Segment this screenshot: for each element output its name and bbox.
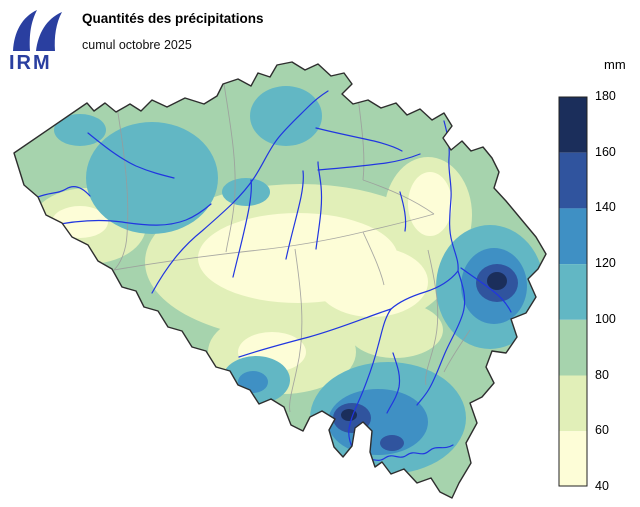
legend-tick-label: 100 bbox=[595, 312, 616, 326]
province-border-line bbox=[362, 231, 385, 286]
river-lesse bbox=[386, 352, 401, 414]
precip-zone-100-120 bbox=[222, 178, 270, 206]
river-demer bbox=[317, 153, 421, 171]
precip-zone-40-60 bbox=[408, 172, 452, 236]
river-vesdre bbox=[460, 267, 512, 313]
logo-shape-right bbox=[36, 12, 62, 51]
province-border-line bbox=[443, 329, 471, 373]
legend-swatch-140-160 bbox=[559, 152, 587, 209]
legend-tick-label: 140 bbox=[595, 200, 616, 214]
province-border-line bbox=[113, 106, 129, 271]
river-nete bbox=[315, 127, 403, 152]
irm-logo-icon bbox=[13, 10, 62, 51]
map-subtitle: cumul octobre 2025 bbox=[82, 38, 192, 52]
legend-unit-label: mm bbox=[604, 57, 626, 72]
map-title: Quantités des précipitations bbox=[82, 11, 264, 26]
river-dijle bbox=[315, 161, 323, 250]
precip-zone-120-140 bbox=[238, 371, 268, 393]
province-border-line bbox=[425, 249, 439, 386]
legend-tick-label: 40 bbox=[595, 479, 609, 493]
legend-bar-frame bbox=[558, 96, 588, 487]
province-border-line bbox=[223, 83, 236, 253]
river-dender bbox=[232, 179, 252, 278]
province-border-line bbox=[289, 248, 303, 413]
river-sambre bbox=[238, 308, 392, 358]
river-senne bbox=[285, 170, 304, 260]
legend-tick-label: 80 bbox=[595, 368, 609, 382]
precip-zone-40-60 bbox=[316, 247, 428, 317]
legend-swatch-60-80 bbox=[559, 375, 587, 432]
precip-zone-100-120 bbox=[250, 86, 322, 146]
legend-swatch-160-180 bbox=[559, 97, 587, 153]
river-lys bbox=[49, 203, 212, 227]
legend-swatch-120-140 bbox=[559, 208, 587, 265]
river-yser bbox=[37, 186, 91, 198]
precip-zone-160-180 bbox=[487, 272, 507, 290]
logo-shape-left bbox=[13, 10, 37, 51]
irm-logo-text: IRM bbox=[9, 52, 52, 74]
legend-tick-label: 180 bbox=[595, 89, 616, 103]
province-border-line bbox=[113, 213, 435, 271]
precip-zone-100-120 bbox=[86, 122, 218, 234]
legend-tick-label: 120 bbox=[595, 256, 616, 270]
legend-tick-label: 160 bbox=[595, 145, 616, 159]
country-border bbox=[13, 61, 547, 499]
legend-swatch-40-60 bbox=[559, 431, 587, 486]
river-gete bbox=[399, 191, 407, 232]
precip-zone-160-180 bbox=[341, 409, 357, 421]
legend-swatch-100-120 bbox=[559, 264, 587, 320]
province-border-line bbox=[362, 179, 435, 215]
river-scheldt bbox=[151, 90, 329, 294]
precip-zone-140-160 bbox=[380, 435, 404, 451]
legend-swatch-80-100 bbox=[559, 319, 587, 376]
province-borders bbox=[113, 83, 471, 413]
river-ourthe bbox=[416, 270, 466, 406]
legend-color-bar bbox=[558, 96, 588, 487]
precip-zone-100-120 bbox=[54, 114, 106, 146]
river-meuse bbox=[348, 120, 459, 450]
legend-tick-label: 60 bbox=[595, 423, 609, 437]
river-canal bbox=[87, 132, 175, 179]
